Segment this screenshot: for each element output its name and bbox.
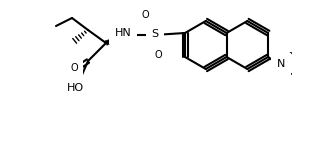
Text: HO: HO <box>66 83 84 93</box>
Text: O: O <box>70 63 78 73</box>
Text: S: S <box>152 29 158 39</box>
Text: HN: HN <box>115 28 131 38</box>
Polygon shape <box>105 35 128 45</box>
Text: O: O <box>154 50 162 60</box>
Text: O: O <box>141 10 149 20</box>
Text: N: N <box>277 59 285 69</box>
